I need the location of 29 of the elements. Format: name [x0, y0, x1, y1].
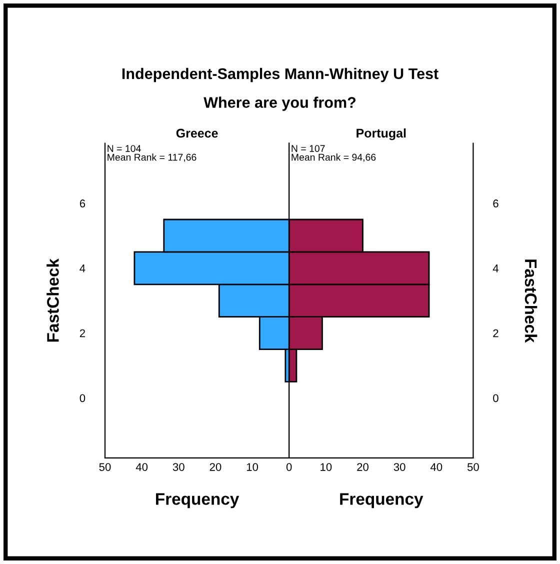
text: Greece: [176, 128, 218, 138]
y-tick-label: 0: [493, 394, 498, 402]
chart-subtitle: Where are you from?: [204, 96, 356, 111]
y-tick-label: 4: [492, 264, 498, 272]
x-axis-title: Frequency: [156, 493, 240, 508]
x-tick-label: 50: [467, 463, 479, 471]
x-tick-label: 40: [136, 463, 148, 471]
x-tick-label: 30: [172, 463, 184, 471]
y-tick-label: 4: [80, 264, 86, 272]
x-tick-label: 20: [210, 463, 222, 471]
x-tick-label: 50: [99, 463, 111, 471]
y-tick-label: 2: [493, 329, 498, 338]
x-tick-label: 40: [430, 463, 442, 471]
x-tick-label: 10: [320, 463, 332, 471]
x-tick-label: 10: [246, 463, 258, 471]
y-axis-title: FastCheck: [46, 258, 59, 342]
annotation: N = 104 Mean Rank = 117,66: [108, 145, 196, 162]
x-tick-label: 30: [394, 463, 406, 471]
y-tick-label: 2: [80, 329, 85, 338]
x-tick-label: 0: [286, 463, 292, 471]
y-tick-label: 6: [493, 200, 498, 208]
annotation: N = 107 Mean Rank = 94,66: [292, 145, 376, 162]
text: Portugal: [356, 128, 406, 140]
chart-title: Independent-Samples Mann-Whitney U Test: [122, 68, 438, 82]
x-tick-label: 20: [357, 463, 368, 471]
y-tick-label: 0: [80, 394, 86, 402]
y-tick-label: 6: [80, 200, 86, 208]
y-axis-title: FastCheck: [524, 260, 538, 343]
x-axis-title: Frequency: [340, 493, 424, 508]
